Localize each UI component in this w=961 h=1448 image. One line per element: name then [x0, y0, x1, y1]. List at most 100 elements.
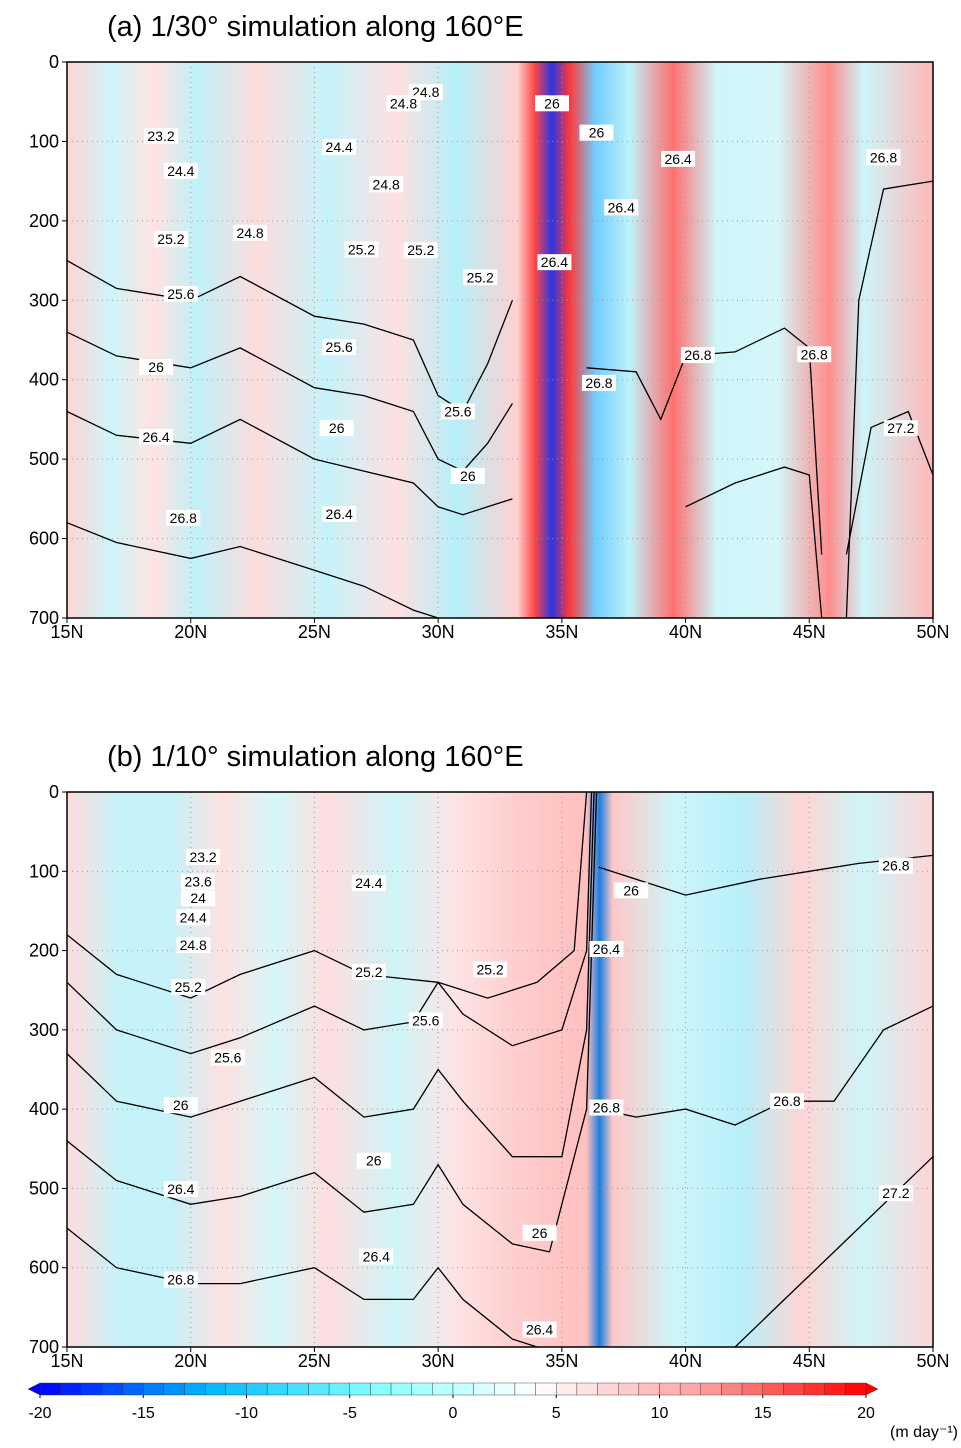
colorbar-box [163, 1382, 185, 1396]
contour-label-bg [163, 162, 198, 179]
plot-frame [66, 791, 934, 1348]
contour-label-bg [344, 241, 379, 258]
contour-label-bg [369, 176, 404, 193]
y-tick-label: 600 [29, 1258, 59, 1278]
contour-label: 26.4 [363, 1249, 390, 1265]
contour-label: 26.4 [526, 1322, 553, 1338]
contour-label-bg [581, 374, 616, 391]
colorbar-box [721, 1382, 743, 1396]
y-tick-label: 100 [29, 131, 59, 151]
contour-label-bg [181, 890, 216, 907]
contour-label-bg [661, 150, 696, 167]
colorbar-tick-label: -5 [343, 1405, 357, 1422]
y-tick-label: 300 [29, 1020, 59, 1040]
contour-label: 23.2 [147, 128, 174, 144]
colorbar-tick-label: -20 [28, 1405, 51, 1422]
contour-label: 25.6 [326, 339, 353, 355]
colorbar-box [225, 1382, 247, 1396]
colorbar-box [101, 1382, 123, 1396]
shading [67, 62, 933, 618]
contour-label: 26.8 [870, 149, 897, 165]
colorbar-box [638, 1382, 660, 1396]
contour-label-bg [522, 1224, 557, 1241]
y-tick-label: 300 [29, 290, 59, 310]
contour-label: 24.4 [355, 875, 382, 891]
colorbar-box [266, 1382, 288, 1396]
contour-label: 24.8 [180, 937, 207, 953]
contour-label: 25.2 [157, 231, 184, 247]
y-tick-label: 500 [29, 449, 59, 469]
colorbar-box [287, 1382, 309, 1396]
contour-label-bg [770, 1093, 805, 1110]
x-tick-label: 50N [916, 1351, 949, 1371]
contour-label: 26.8 [167, 1272, 194, 1288]
contour-label-bg [386, 95, 421, 112]
colorbar-tick-label: 15 [754, 1405, 772, 1422]
colorbar-box [597, 1382, 619, 1396]
contour-label: 25.2 [175, 979, 202, 995]
contour-label: 26 [148, 359, 164, 375]
x-tick-label: 45N [793, 1351, 826, 1371]
contour-label-bg [450, 467, 485, 484]
colorbar-box [184, 1382, 206, 1396]
x-tick-label: 15N [50, 1351, 83, 1371]
colorbar-box [700, 1382, 722, 1396]
contour-label-bg [319, 420, 354, 437]
colorbar-box [741, 1382, 763, 1396]
panel-title: (b) 1/10° simulation along 160°E [107, 741, 524, 773]
contour-label-bg [463, 269, 498, 286]
colorbar-box [246, 1382, 268, 1396]
contour-label-bg [210, 1049, 245, 1066]
contour-label-bg [680, 347, 715, 364]
panel: (a) 1/30° simulation along 160°E 0 100 200 3… [29, 11, 950, 642]
contour-label-bg [322, 339, 357, 356]
x-tick-label: 45N [793, 622, 826, 642]
colorbar-tick-label: 10 [651, 1405, 669, 1422]
contour-label: 25.6 [412, 1012, 439, 1028]
contour-label-bg [403, 242, 438, 259]
contour-label: 26.4 [608, 199, 635, 215]
contour-label: 27.2 [882, 1185, 909, 1201]
contour-label: 26 [532, 1225, 548, 1241]
y-tick-label: 200 [29, 941, 59, 961]
colorbar-tick-label: 0 [449, 1405, 458, 1422]
contour-label: 26.8 [585, 375, 612, 391]
y-tick-label: 0 [49, 782, 59, 802]
contour-label-bg [144, 127, 179, 144]
contour-label: 26.8 [882, 858, 909, 874]
contour-label-bg [878, 857, 913, 874]
contour-label-bg [176, 937, 211, 954]
contour-label: 24.4 [167, 163, 194, 179]
contour-label: 26 [460, 468, 476, 484]
contour-line [598, 1005, 934, 1126]
colorbar-box [328, 1382, 350, 1396]
colorbar-box [679, 1382, 702, 1396]
contour-line [685, 410, 934, 619]
contour-label-bg [589, 1099, 624, 1116]
contour-label: 25.6 [167, 286, 194, 302]
contour-label: 23.2 [189, 849, 216, 865]
contour-label-bg [176, 909, 211, 926]
contour-label-bg [322, 505, 357, 522]
colorbar-box [535, 1382, 557, 1396]
contour-label-bg [163, 1181, 198, 1198]
contour-label-bg [166, 509, 201, 526]
colorbar-box [390, 1382, 412, 1396]
contour-label-bg [186, 849, 221, 866]
contour-line [66, 522, 439, 619]
contour-label-bg [351, 963, 386, 980]
colorbar-tick-label: -15 [132, 1405, 155, 1422]
contour-label-bg [614, 882, 649, 899]
contour-line [598, 854, 934, 896]
contour-label-bg [163, 285, 198, 302]
contour-label: 24.4 [180, 909, 207, 925]
x-tick-label: 15N [50, 622, 83, 642]
colorbar-box [60, 1382, 82, 1396]
x-tick-label: 35N [545, 622, 578, 642]
contour-label-bg [181, 873, 216, 890]
contour-line [66, 791, 598, 1253]
colorbar-box [143, 1382, 165, 1396]
colorbar-box [370, 1382, 392, 1396]
colorbar-tick-label: 5 [552, 1405, 561, 1422]
